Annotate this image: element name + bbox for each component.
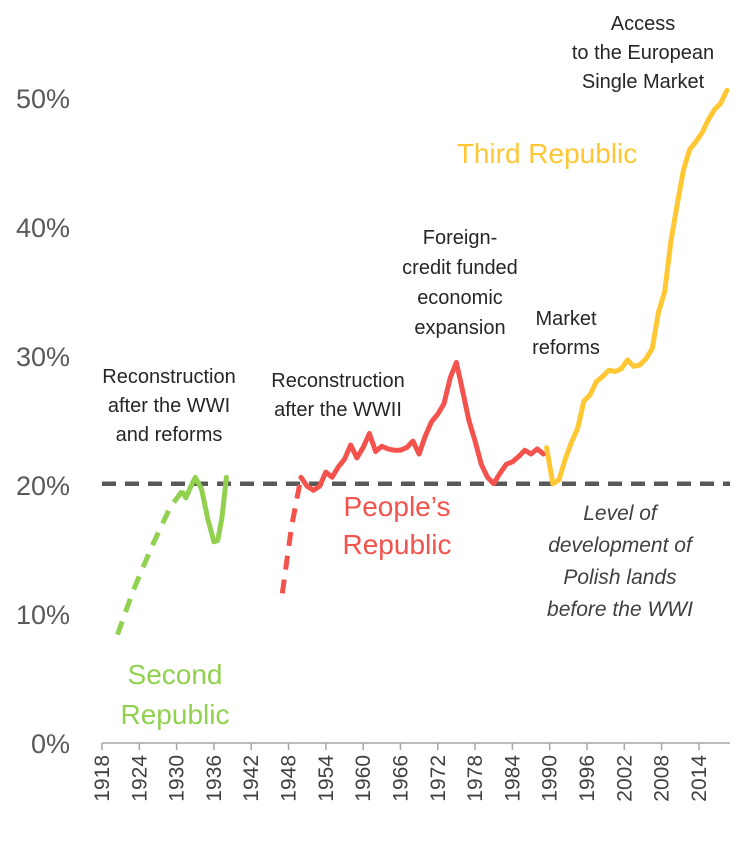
wwii-reconstruction-annotation: Reconstruction after the WWII <box>271 370 404 421</box>
people-s-republic-dashed-line <box>279 476 304 594</box>
x-tick-label: 2014 <box>688 755 711 802</box>
x-tick-label: 2008 <box>651 755 674 802</box>
third-republic-label-line: Third Republic <box>457 138 638 169</box>
third-republic-line <box>544 87 730 487</box>
market-reforms-annotation-line: reforms <box>532 337 600 359</box>
pre-wwi-level-label-line: Level of <box>583 502 659 525</box>
second-republic-label-line: Republic <box>121 699 230 730</box>
pre-wwi-level-label-line: Polish lands <box>563 566 677 589</box>
pre-wwi-level-label: Level of development of Polish lands before… <box>547 502 694 621</box>
market-reforms-annotation: Market reforms <box>532 308 600 359</box>
y-tick-label: 50% <box>16 84 70 114</box>
x-tick-label: 1960 <box>352 755 375 802</box>
people-s-republic-line <box>298 359 546 493</box>
series-lines <box>115 87 730 636</box>
series-labels: Second Republic People’s Republic Third Repu… <box>121 138 638 730</box>
wwi-reconstruction-annotation: Reconstruction after the WWI and reforms <box>102 366 235 446</box>
x-tick-label: 1990 <box>539 755 562 802</box>
foreign-credit-annotation-line: credit funded <box>402 257 518 279</box>
wwi-reconstruction-annotation-line: and reforms <box>116 424 223 446</box>
x-tick-label: 1942 <box>240 755 263 802</box>
single-market-annotation-line: Single Market <box>582 71 705 93</box>
x-tick-label: 1972 <box>427 755 450 802</box>
second-republic-line <box>180 474 229 545</box>
wwii-reconstruction-annotation-line: after the WWII <box>274 399 402 421</box>
y-tick-label: 40% <box>16 213 70 243</box>
y-tick-label: 10% <box>16 600 70 630</box>
y-axis-tick-labels: 0% 10% 20% 30% 40% 50% <box>16 84 70 759</box>
single-market-annotation-line: to the European <box>572 42 714 64</box>
single-market-annotation: Access to the European Single Market <box>572 13 714 93</box>
people-s-republic-label-line: Republic <box>343 529 452 560</box>
x-tick-label: 1948 <box>278 755 301 802</box>
foreign-credit-annotation: Foreign-credit funded economic expansion <box>402 227 518 339</box>
x-tick-label: 1918 <box>91 755 114 802</box>
wwi-reconstruction-annotation-line: Reconstruction <box>102 366 235 388</box>
x-tick-label: 1930 <box>166 755 189 802</box>
x-tick-label: 1966 <box>389 755 412 802</box>
chart-annotations: Reconstruction after the WWI and reformsRe… <box>102 13 714 446</box>
wwii-reconstruction-annotation-line: Reconstruction <box>271 370 404 392</box>
wwi-reconstruction-annotation-line: after the WWI <box>108 395 230 417</box>
pre-wwi-level-label-line: development of <box>548 534 694 557</box>
third-republic-label: Third Republic <box>457 138 638 169</box>
market-reforms-annotation-line: Market <box>535 308 597 330</box>
x-axis: 1918 1924 1930 1936 1942 1948 1954 1960 1966 1972… <box>91 742 730 802</box>
people-s-republic-label-line: People’s <box>344 491 451 522</box>
reference-line: Level of development of Polish lands before… <box>102 481 730 621</box>
foreign-credit-annotation-line: expansion <box>414 317 505 339</box>
x-tick-label: 1978 <box>464 755 487 802</box>
x-tick-label: 1936 <box>203 755 226 802</box>
second-republic-dashed-line <box>115 488 185 636</box>
x-tick-label: 1954 <box>315 755 338 802</box>
foreign-credit-annotation-line: economic <box>417 287 503 309</box>
y-tick-label: 30% <box>16 342 70 372</box>
second-republic-label: Second Republic <box>121 659 230 730</box>
people-s-republic-label: People’s Republic <box>343 491 452 560</box>
x-tick-label: 2002 <box>613 755 636 802</box>
single-market-annotation-line: Access <box>611 13 675 35</box>
y-tick-label: 20% <box>16 471 70 501</box>
foreign-credit-annotation-line: Foreign- <box>423 227 497 249</box>
x-tick-label: 1924 <box>128 755 151 802</box>
x-tick-label: 1996 <box>576 755 599 802</box>
second-republic-label-line: Second <box>128 659 223 690</box>
y-tick-label: 0% <box>31 729 70 759</box>
pre-wwi-level-label-line: before the WWI <box>547 598 693 621</box>
x-tick-label: 1984 <box>501 755 524 802</box>
